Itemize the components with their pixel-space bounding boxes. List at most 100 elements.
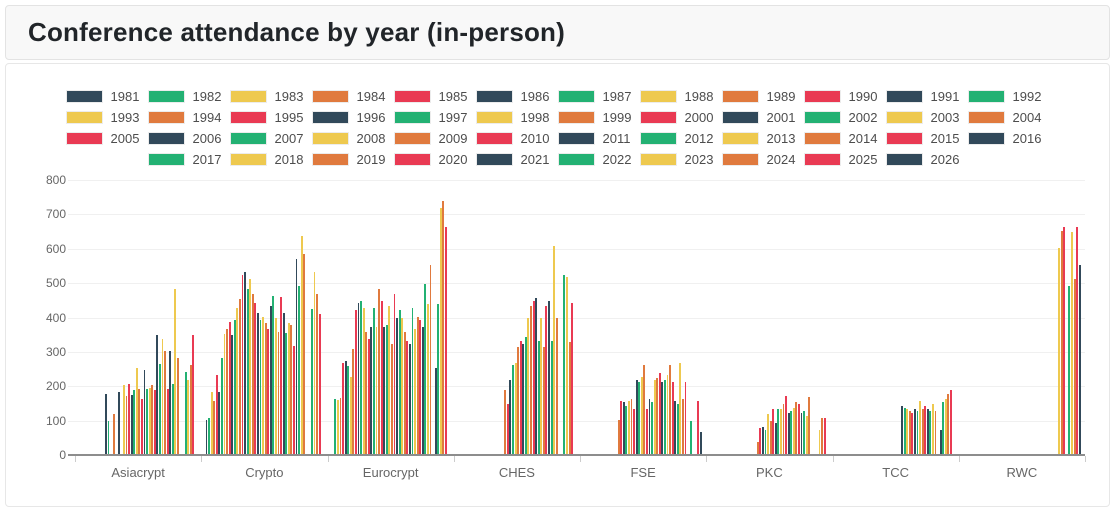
bar-eurocrypt-2012[interactable] xyxy=(411,307,414,454)
bar-crypto-2015[interactable] xyxy=(292,346,295,454)
legend-item-1999[interactable]: 1999 xyxy=(557,111,640,124)
bar-asiacrypt-2019[interactable] xyxy=(177,357,179,454)
bar-eurocrypt-2013[interactable] xyxy=(414,328,416,454)
bar-asiacrypt-2002[interactable] xyxy=(133,390,136,454)
bar-fse-2003[interactable] xyxy=(640,376,643,454)
bar-asiacrypt-2016[interactable] xyxy=(169,350,172,454)
legend-item-2021[interactable]: 2021 xyxy=(475,153,558,166)
bar-eurocrypt-1991[interactable] xyxy=(357,302,360,454)
bar-crypto-1988[interactable] xyxy=(223,333,226,454)
bar-crypto-2014[interactable] xyxy=(290,324,293,454)
bar-asiacrypt-2017[interactable] xyxy=(171,383,174,454)
bar-rwc-2023[interactable] xyxy=(1071,232,1073,454)
bar-ches-2011[interactable] xyxy=(535,297,538,454)
bar-eurocrypt-1984[interactable] xyxy=(339,397,342,454)
bar-pkc-2001[interactable] xyxy=(761,426,764,454)
legend-item-1988[interactable]: 1988 xyxy=(639,90,722,103)
bar-ches-2009[interactable] xyxy=(530,306,532,454)
bar-ches-2016[interactable] xyxy=(548,301,550,454)
bar-asiacrypt-2003[interactable] xyxy=(135,368,138,454)
bar-fse-2015[interactable] xyxy=(671,381,674,454)
bar-asiacrypt-2004[interactable] xyxy=(138,388,141,454)
bar-tcc-2025[interactable] xyxy=(949,390,952,454)
bar-tcc-2006[interactable] xyxy=(901,405,903,454)
bar-asiacrypt-1999[interactable] xyxy=(125,395,128,454)
bar-pkc-2014[interactable] xyxy=(795,402,798,454)
bar-asiacrypt-2022[interactable] xyxy=(184,371,187,454)
bar-ches-2005[interactable] xyxy=(519,340,522,454)
bar-tcc-2022[interactable] xyxy=(942,402,945,454)
bar-crypto-2009[interactable] xyxy=(277,331,280,454)
bar-fse-1998[interactable] xyxy=(628,400,630,454)
bar-crypto-1991[interactable] xyxy=(231,335,234,454)
bar-fse-1996[interactable] xyxy=(622,402,625,454)
bar-asiacrypt-2005[interactable] xyxy=(141,399,143,454)
bar-eurocrypt-2019[interactable] xyxy=(429,264,432,454)
legend-item-2001[interactable]: 2001 xyxy=(721,111,804,124)
bar-asiacrypt-2009[interactable] xyxy=(151,385,154,454)
bar-ches-1999[interactable] xyxy=(504,390,507,454)
bar-eurocrypt-1986[interactable] xyxy=(344,361,347,454)
bar-ches-2022[interactable] xyxy=(563,275,566,454)
legend-item-2024[interactable]: 2024 xyxy=(721,153,804,166)
bar-ches-2007[interactable] xyxy=(524,337,527,454)
bar-crypto-2001[interactable] xyxy=(256,313,259,454)
bar-rwc-2019[interactable] xyxy=(1060,230,1063,454)
legend-item-2012[interactable]: 2012 xyxy=(639,132,722,145)
bar-asiacrypt-2013[interactable] xyxy=(161,338,164,454)
bar-eurocrypt-2023[interactable] xyxy=(439,208,442,454)
bar-fse-2019[interactable] xyxy=(682,399,684,454)
bar-ches-2010[interactable] xyxy=(532,301,535,454)
bar-asiacrypt-2000[interactable] xyxy=(128,383,131,454)
legend-item-1984[interactable]: 1984 xyxy=(311,90,394,103)
legend-item-1994[interactable]: 1994 xyxy=(147,111,230,124)
bar-eurocrypt-2005[interactable] xyxy=(393,294,396,454)
bar-crypto-1992[interactable] xyxy=(233,319,236,454)
legend-item-2023[interactable]: 2023 xyxy=(639,153,722,166)
bar-eurocrypt-2006[interactable] xyxy=(396,318,398,454)
bar-crypto-2005[interactable] xyxy=(267,328,270,454)
bar-eurocrypt-2004[interactable] xyxy=(390,344,393,454)
bar-eurocrypt-1996[interactable] xyxy=(370,326,373,454)
legend-item-1987[interactable]: 1987 xyxy=(557,90,640,103)
bar-ches-2002[interactable] xyxy=(512,364,514,454)
bar-eurocrypt-1990[interactable] xyxy=(354,309,357,454)
bar-crypto-2013[interactable] xyxy=(287,323,290,454)
legend-item-2005[interactable]: 2005 xyxy=(65,132,148,145)
legend-item-1995[interactable]: 1995 xyxy=(229,111,312,124)
bar-crypto-1985[interactable] xyxy=(215,374,218,454)
bar-ches-2003[interactable] xyxy=(514,362,517,454)
bar-eurocrypt-2025[interactable] xyxy=(444,227,447,454)
bar-tcc-2014[interactable] xyxy=(921,409,924,454)
bar-tcc-2023[interactable] xyxy=(944,399,947,454)
bar-pkc-2012[interactable] xyxy=(790,411,793,454)
bar-eurocrypt-2007[interactable] xyxy=(398,309,401,454)
bar-tcc-2024[interactable] xyxy=(947,393,950,454)
legend-item-2014[interactable]: 2014 xyxy=(803,132,886,145)
bar-crypto-2024[interactable] xyxy=(316,294,318,454)
bar-tcc-2019[interactable] xyxy=(934,411,937,454)
bar-fse-2013[interactable] xyxy=(666,374,669,454)
bar-crypto-1987[interactable] xyxy=(221,357,223,454)
bar-eurocrypt-1988[interactable] xyxy=(349,376,352,454)
bar-pkc-2024[interactable] xyxy=(821,417,823,454)
bar-pkc-2006[interactable] xyxy=(774,423,777,454)
bar-fse-1999[interactable] xyxy=(630,399,633,454)
legend-item-1982[interactable]: 1982 xyxy=(147,90,230,103)
legend-item-2007[interactable]: 2007 xyxy=(229,132,312,145)
bar-fse-2026[interactable] xyxy=(700,431,702,454)
legend-item-2016[interactable]: 2016 xyxy=(967,132,1050,145)
bar-eurocrypt-2001[interactable] xyxy=(383,326,386,454)
bar-crypto-2002[interactable] xyxy=(259,319,262,454)
bar-ches-2019[interactable] xyxy=(555,318,558,454)
legend-item-2010[interactable]: 2010 xyxy=(475,132,558,145)
bar-fse-2009[interactable] xyxy=(656,378,659,454)
bar-asiacrypt-2024[interactable] xyxy=(189,364,192,454)
legend-item-2003[interactable]: 2003 xyxy=(885,111,968,124)
bar-fse-1997[interactable] xyxy=(625,405,628,454)
bar-crypto-1999[interactable] xyxy=(251,294,254,454)
bar-asiacrypt-1991[interactable] xyxy=(105,393,107,454)
bar-crypto-2023[interactable] xyxy=(313,271,316,454)
legend-item-2013[interactable]: 2013 xyxy=(721,132,804,145)
bar-crypto-1981[interactable] xyxy=(205,419,208,454)
